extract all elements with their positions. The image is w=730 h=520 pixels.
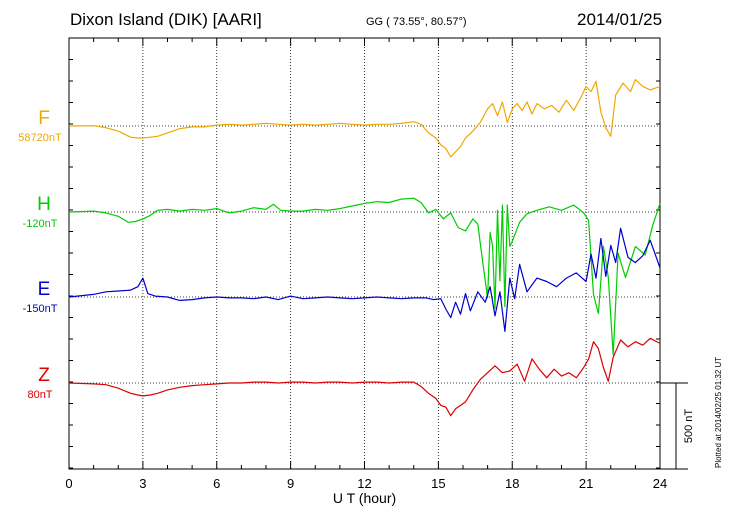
- x-tick-label: 15: [431, 476, 445, 491]
- x-tick-label: 3: [139, 476, 146, 491]
- x-tick-label: 12: [357, 476, 371, 491]
- x-tick-label: 18: [505, 476, 519, 491]
- x-axis-label: U T (hour): [333, 490, 396, 506]
- series-baseline-e: -150nT: [23, 303, 58, 315]
- x-tick-label: 9: [287, 476, 294, 491]
- series-line-z: [68, 337, 661, 417]
- series-baseline-h: -120nT: [23, 218, 58, 230]
- x-tick-label: 6: [213, 476, 220, 491]
- series-line-e: [68, 227, 661, 332]
- x-tick-label: 0: [65, 476, 72, 491]
- series-label-z: Z: [38, 365, 50, 386]
- series-line-f: [68, 78, 661, 158]
- x-tick-label: 24: [653, 476, 667, 491]
- series-baseline-f: 58720nT: [18, 132, 62, 144]
- date-label: 2014/01/25: [577, 10, 663, 29]
- station-title: Dixon Island (DIK) [AARI]: [70, 10, 262, 29]
- series-label-f: F: [38, 108, 50, 129]
- x-tick-label: 21: [579, 476, 593, 491]
- series-line-h: [68, 197, 661, 356]
- series-label-h: H: [37, 194, 51, 215]
- series-label-e: E: [38, 279, 51, 300]
- series-baseline-z: 80nT: [27, 389, 52, 401]
- coordinates-label: GG ( 73.55°, 80.57°): [366, 16, 467, 28]
- scale-bar-label: 500 nT: [683, 409, 695, 444]
